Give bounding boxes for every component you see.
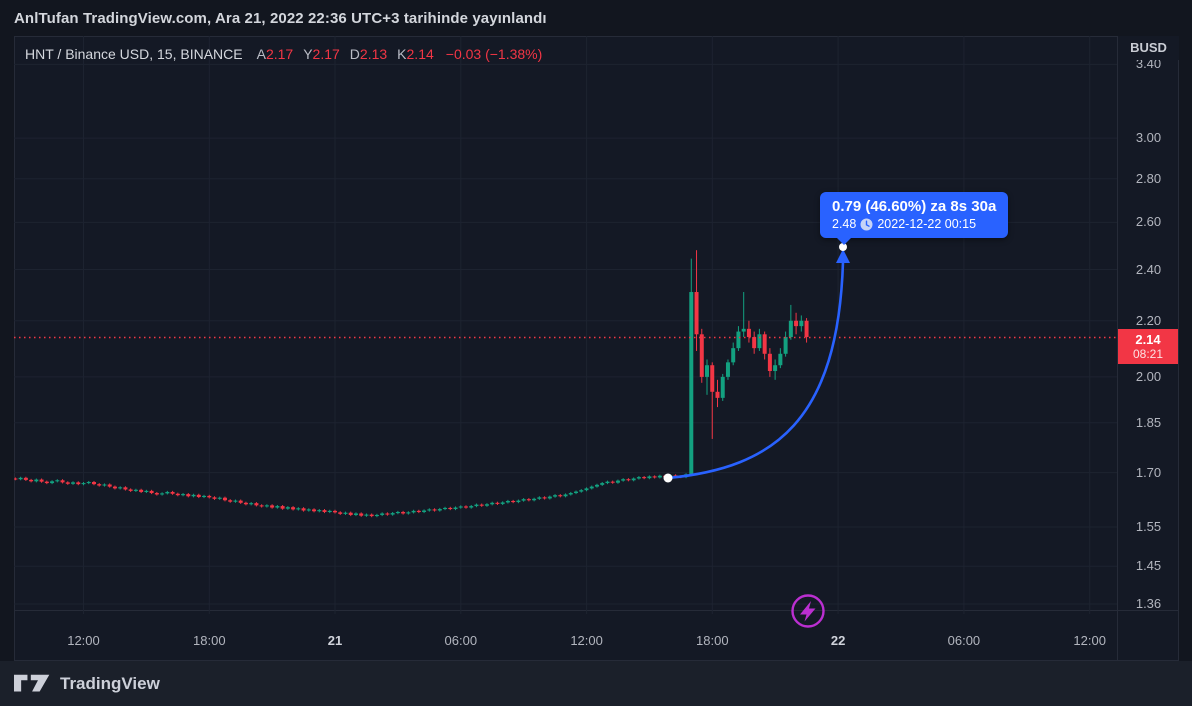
time-axis-label: 22	[830, 633, 846, 648]
price-axis-label: 2.80	[1135, 170, 1162, 186]
ohlc-pair: A2.17	[256, 46, 294, 62]
price-axis-label: 1.36	[1135, 596, 1162, 610]
ohlc-pair: Y2.17	[303, 46, 340, 62]
time-axis-label: 06:00	[444, 633, 478, 648]
projection-change-label: 0.79 (46.60%) za 8s 30a	[832, 198, 997, 215]
publish-headline: AnlTufan TradingView.com, Ara 21, 2022 2…	[0, 0, 1192, 36]
price-axis-label: 1.85	[1135, 414, 1162, 430]
axis-currency-label: BUSD	[1118, 36, 1179, 60]
ohlc-pair: K2.14	[397, 46, 434, 62]
time-axis-label: 12:00	[570, 633, 603, 648]
projection-target-datetime: 2022-12-22 00:15	[877, 217, 977, 231]
change-value: −0.03 (−1.38%)	[445, 46, 543, 62]
projection-target-price: 2.48	[832, 217, 857, 231]
candle	[8, 479, 12, 480]
price-axis-label: 2.60	[1135, 214, 1162, 230]
footer-bar: TradingView	[0, 661, 1192, 706]
chart-widget[interactable]	[14, 36, 1179, 661]
ohlc-pair: D2.13	[349, 46, 388, 62]
time-axis-label: 18:00	[193, 633, 226, 648]
time-axis-label: 18:00	[696, 633, 729, 648]
symbol-title: HNT / Binance USD, 15, BINANCE	[25, 46, 243, 62]
time-axis-label: 12:00	[67, 633, 100, 648]
tradingview-brand-text[interactable]: TradingView	[60, 673, 160, 693]
price-axis-label: 1.55	[1135, 518, 1162, 534]
time-axis-label: 21	[327, 633, 343, 648]
projection-tooltip: 0.79 (46.60%) za 8s 30a 2.48 2022-12-22 …	[820, 192, 1009, 245]
time-axis[interactable]: 12:00 18:00 21 06:00 12:00 18:00 22 06:00 12:00	[14, 611, 1117, 660]
price-axis-separator	[1117, 36, 1118, 661]
tradingview-logo-icon[interactable]	[14, 673, 51, 695]
price-axis-label: 3.40	[1135, 56, 1162, 72]
candle-countdown: 08:21	[1132, 347, 1164, 361]
ohlc-values: A2.17 Y2.17 D2.13 K2.14	[257, 46, 444, 62]
price-axis-label: 1.45	[1135, 558, 1162, 574]
projection-target-label: 2.48 2022-12-22 00:15	[832, 216, 996, 232]
symbol-legend[interactable]: HNT / Binance USD, 15, BINANCE A2.17 Y2.1…	[25, 46, 542, 62]
publish-headline-text: AnlTufan TradingView.com, Ara 21, 2022 2…	[14, 9, 547, 27]
price-axis-label: 2.00	[1135, 368, 1162, 384]
time-axis-label: 12:00	[1073, 633, 1106, 648]
price-axis-label: 1.70	[1135, 464, 1162, 480]
time-axis-label: 06:00	[947, 633, 981, 648]
price-axis-label: 2.20	[1135, 312, 1162, 328]
tooltip-tail	[836, 237, 852, 245]
price-axis-label: 2.40	[1135, 261, 1162, 277]
price-axis-label: 3.00	[1135, 130, 1162, 146]
price-axis[interactable]: BUSD 3.40 3.00 2.80 2.60 2.40 2.20 2.00 1.85 1.7…	[1118, 36, 1179, 610]
time-axis-separator	[14, 610, 1179, 611]
current-price-badge: 2.14 08:21	[1118, 329, 1178, 364]
clock-icon	[860, 218, 873, 230]
current-price: 2.14	[1135, 332, 1161, 347]
